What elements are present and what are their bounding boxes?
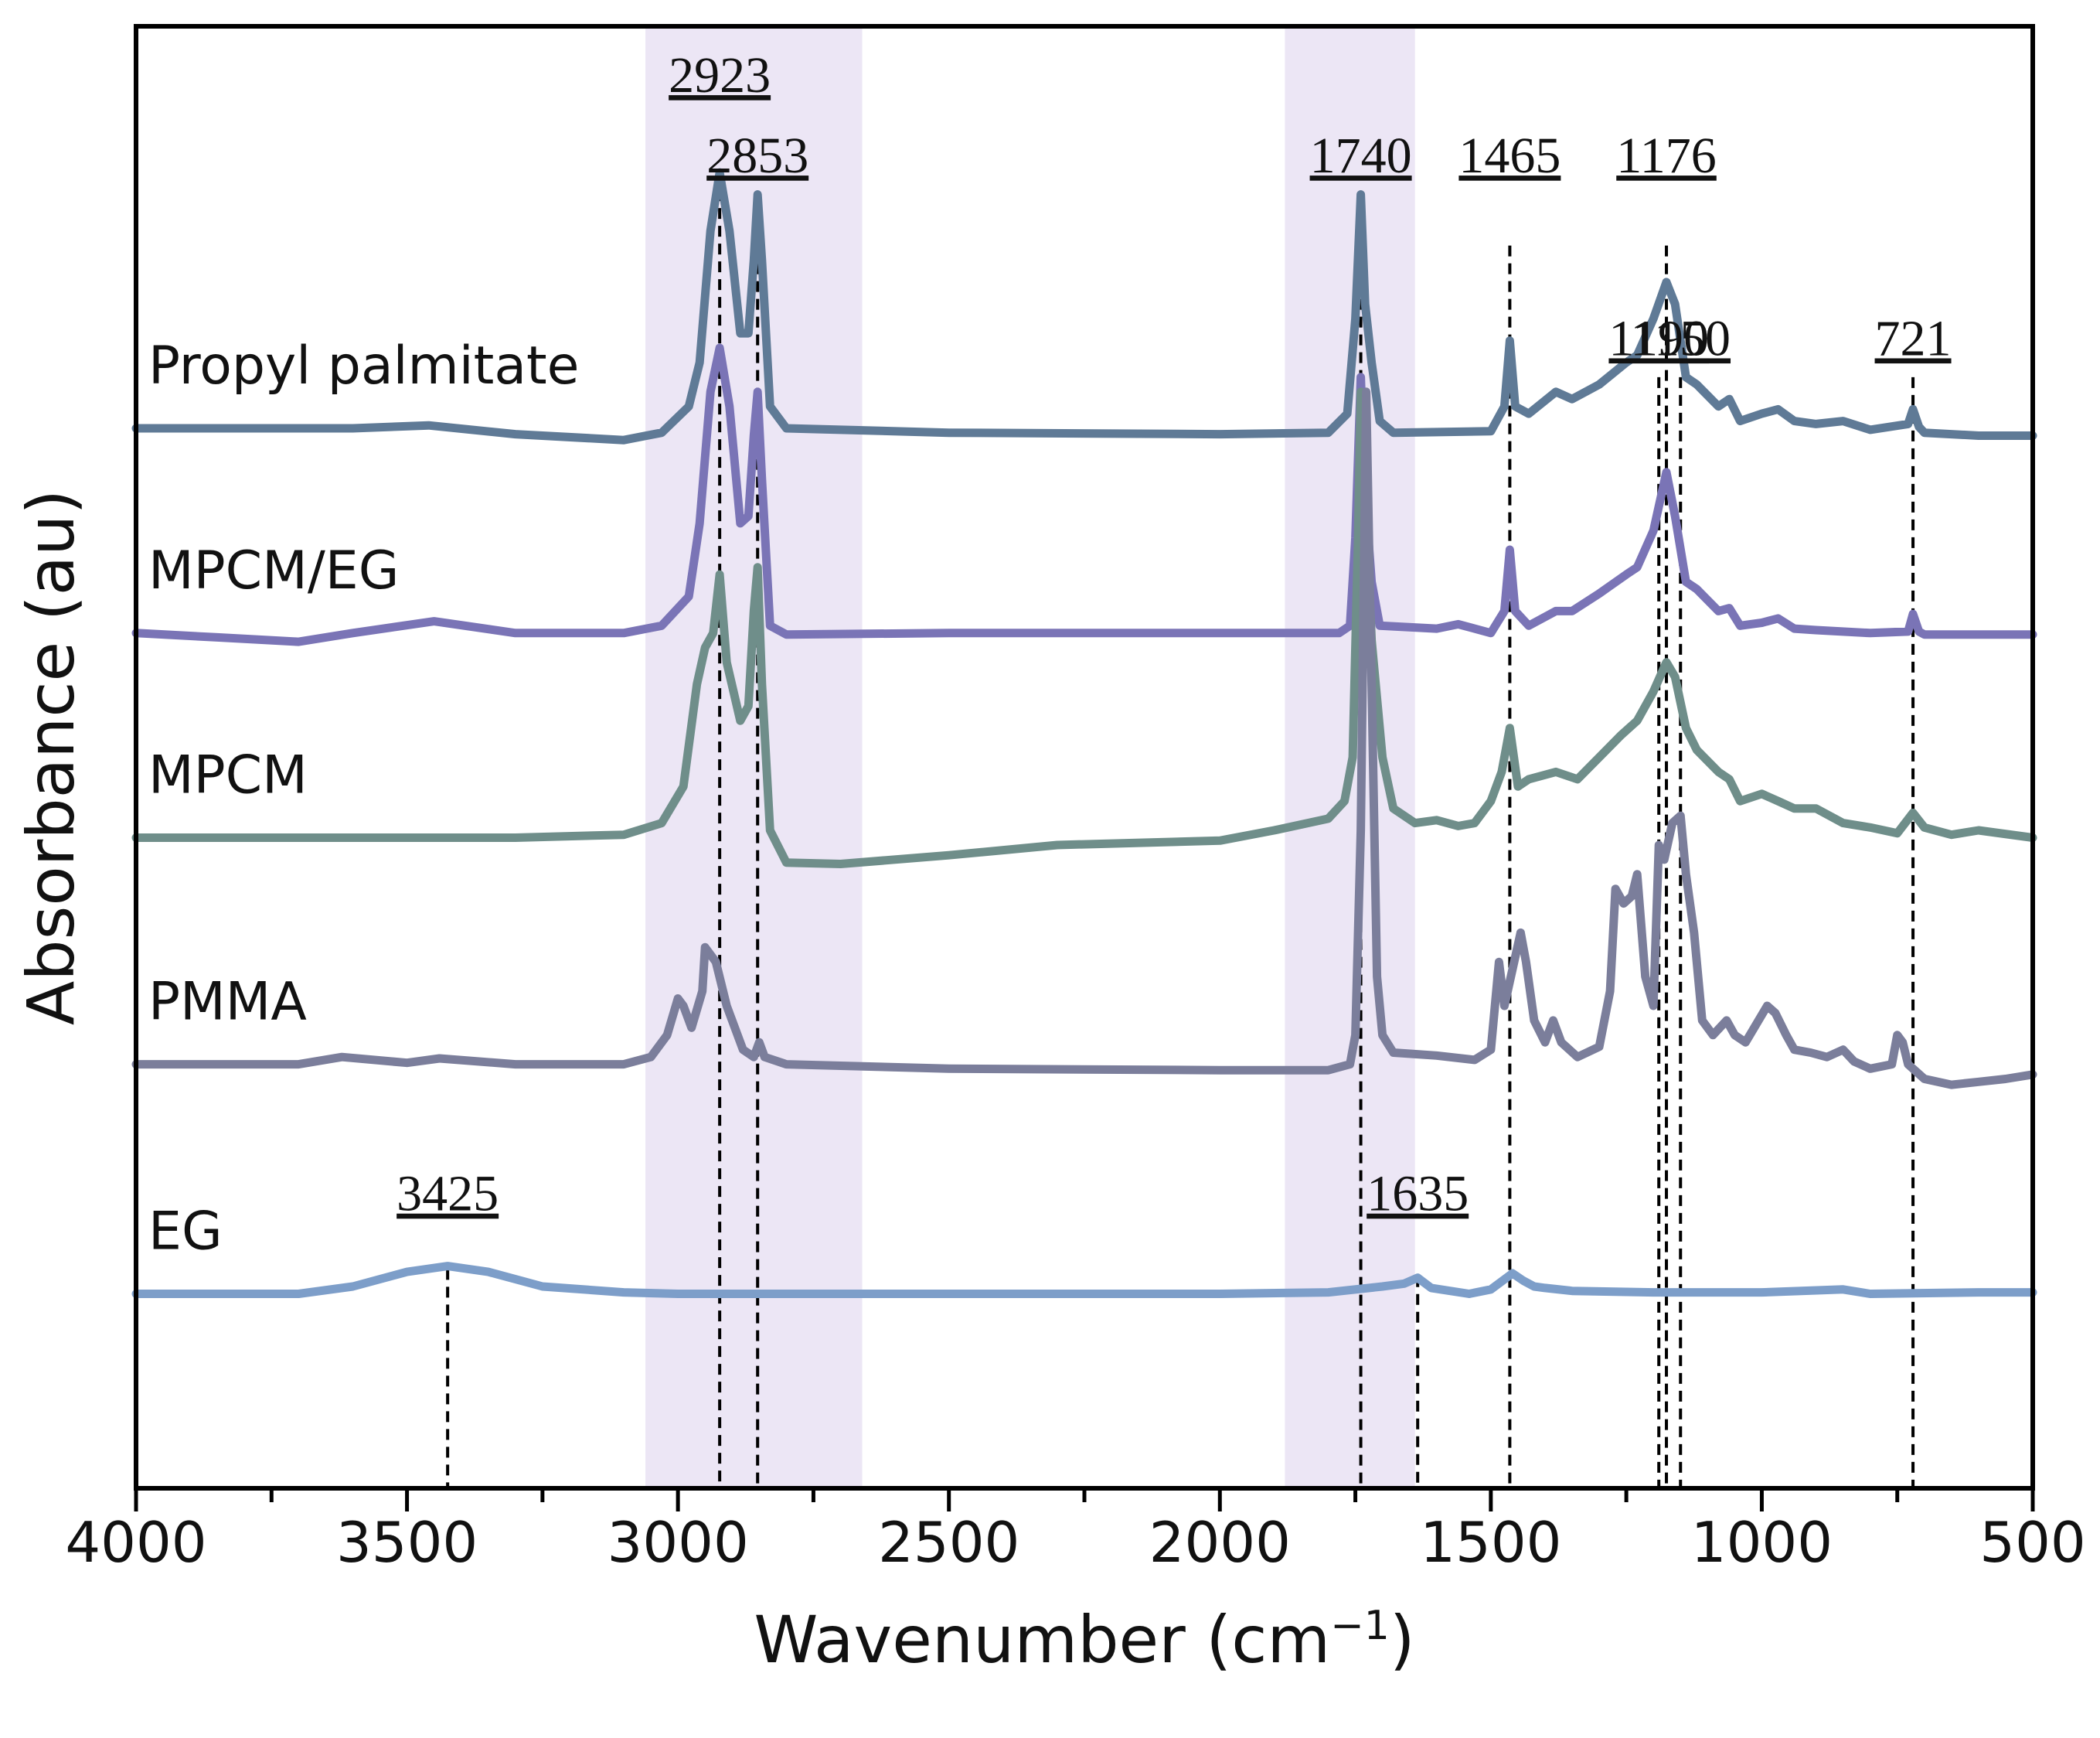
peak-label-3425: 3425 — [397, 1166, 499, 1222]
peak-label-1190: 1190 — [1608, 310, 1709, 366]
x-tick-label-3500: 3500 — [336, 1510, 478, 1575]
peak-label-2923: 2923 — [669, 47, 771, 104]
series-line-eg — [131, 1262, 2037, 1298]
peak-label-1150: 1150 — [1630, 310, 1731, 366]
series-group — [131, 168, 2037, 1298]
series-line-pmma — [131, 387, 2037, 1089]
series-label-propyl-palmitate: Propyl palmitate — [148, 336, 579, 397]
peak-label-1176: 1176 — [1616, 128, 1717, 184]
x-axis-title-sup: −1 — [1330, 1603, 1390, 1649]
series-label-mpcm: MPCM — [148, 745, 308, 806]
series-labels: Propyl palmitate MPCM/EG MPCM PMMA EG — [148, 336, 579, 1262]
x-axis-title: Wavenumber (cm−1) — [754, 1602, 1414, 1678]
x-tick-label-500: 500 — [1979, 1510, 2085, 1575]
peak-label-1635: 1635 — [1367, 1166, 1469, 1222]
x-axis-title-close: ) — [1390, 1602, 1415, 1678]
peak-label-721: 721 — [1875, 310, 1952, 366]
peak-label-2853: 2853 — [706, 128, 808, 184]
x-tick-label-4000: 4000 — [65, 1510, 206, 1575]
x-tick-label-2000: 2000 — [1149, 1510, 1291, 1575]
x-axis-title-main: Wavenumber (cm — [754, 1602, 1330, 1678]
series-line-mpcm-eg — [131, 343, 2037, 646]
series-label-eg: EG — [148, 1201, 223, 1262]
x-tick-label-1000: 1000 — [1691, 1510, 1833, 1575]
x-tick-label-2500: 2500 — [878, 1510, 1019, 1575]
y-axis-title: Absorbance (au) — [13, 489, 89, 1025]
series-label-mpcm-eg: MPCM/EG — [148, 540, 399, 601]
series-line-mpcm — [131, 387, 2037, 868]
peak-label-1465: 1465 — [1458, 128, 1561, 184]
x-tick-label-1500: 1500 — [1420, 1510, 1561, 1575]
series-label-pmma: PMMA — [148, 972, 307, 1033]
x-axis-ticks: 4000 3500 3000 2500 2000 1500 1000 500 — [65, 1488, 2086, 1575]
series-line-propyl-palmitate — [131, 168, 2037, 445]
x-tick-label-3000: 3000 — [608, 1510, 749, 1575]
peak-label-1740: 1740 — [1310, 128, 1412, 184]
